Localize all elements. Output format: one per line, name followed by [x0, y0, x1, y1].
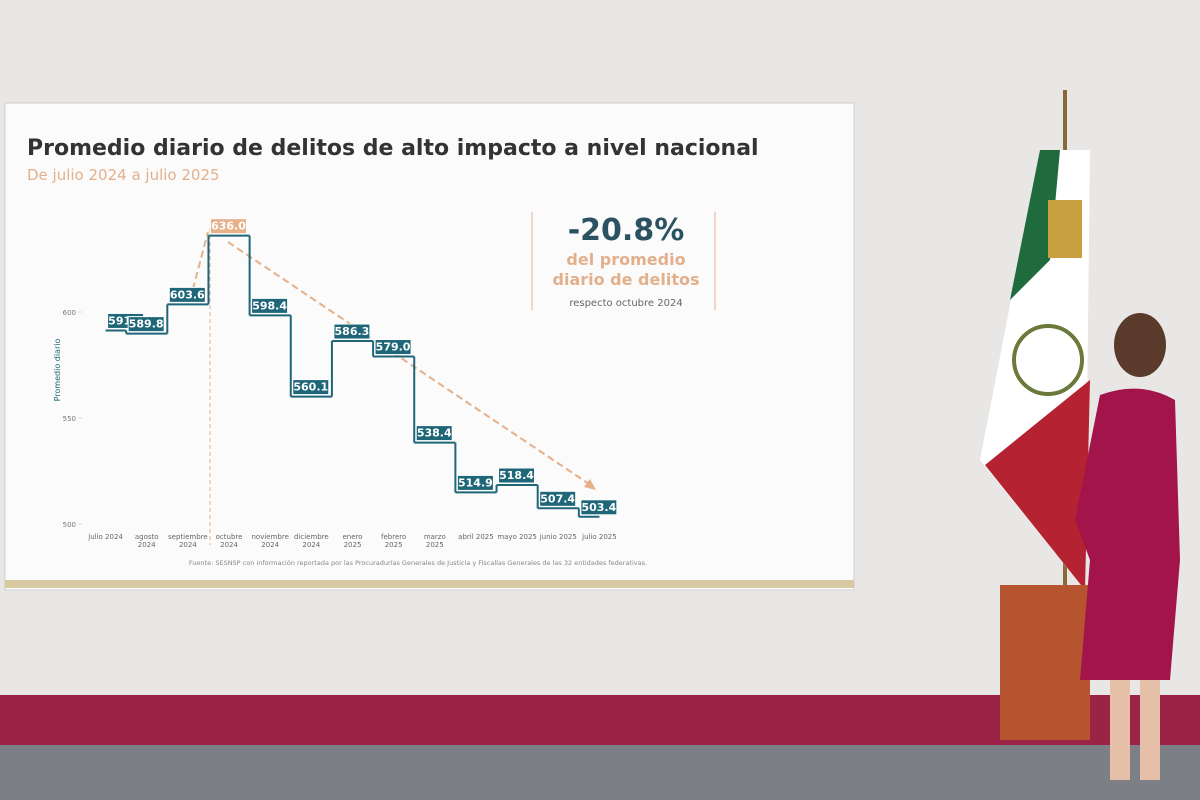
value-label: 636.0	[211, 220, 246, 233]
screen	[4, 102, 855, 591]
arrow-head	[584, 479, 596, 490]
x-tick-label: octubre 2024	[215, 533, 243, 549]
value-label: 603.6	[170, 288, 205, 301]
value-label-box	[539, 490, 577, 507]
x-tick-label: noviembre 2024	[251, 533, 289, 549]
value-label-box	[168, 286, 206, 303]
value-label-box	[498, 467, 536, 484]
value-label: 586.3	[335, 325, 370, 338]
source: Fuente: SESNSP con información reportada…	[189, 559, 647, 567]
chart-subtitle: De julio 2024 a julio 2025	[27, 166, 220, 184]
x-tick-label: diciembre 2024	[293, 533, 329, 549]
value-label: 538.4	[417, 427, 452, 440]
value-label: 560.1	[293, 381, 328, 394]
trend-arrow	[227, 241, 593, 487]
annotation-box: del promedio diario de delitos	[552, 250, 700, 289]
value-label-box	[456, 474, 494, 491]
annotation-note: respecto octubre 2024	[569, 298, 682, 309]
x-tick-label: septiembre 2024	[168, 533, 208, 549]
value-label-box	[292, 379, 330, 396]
value-label-box	[415, 425, 453, 442]
y-tick-label: 550	[63, 415, 76, 423]
flag-red	[985, 380, 1090, 590]
value-label: 589.8	[129, 318, 164, 331]
value-label: 503.4	[581, 501, 616, 514]
x-tick-label: mayo 2025	[497, 533, 537, 541]
y-tick-label: 500	[63, 521, 76, 529]
flag-emblem	[1012, 324, 1084, 396]
value-label: 507.4	[540, 492, 575, 505]
value-label-box	[374, 339, 412, 356]
value-label: 579.0	[376, 341, 411, 354]
flag-tassel	[1048, 200, 1082, 258]
y-axis-label: Promedio diario	[53, 339, 62, 402]
value-label-box	[209, 218, 247, 235]
x-tick-label: julio 2025	[582, 533, 617, 541]
value-label-box	[251, 297, 289, 314]
value-label: 518.4	[499, 469, 534, 482]
x-tick-label: enero 2025	[342, 533, 363, 549]
flag-stand	[1000, 585, 1090, 740]
value-label-box	[580, 499, 618, 516]
person-body	[1075, 388, 1180, 680]
chart-title: Promedio diario de delitos de alto impac…	[27, 136, 759, 161]
x-tick-label: julio 2024	[88, 533, 123, 541]
screen-footer	[5, 580, 854, 588]
person-head	[1114, 313, 1166, 377]
value-label: 514.9	[458, 476, 493, 489]
x-tick-label: agosto 2024	[134, 533, 159, 549]
y-tick-label: 600	[63, 309, 76, 317]
x-tick-label: abril 2025	[458, 533, 494, 541]
flag-green	[1010, 150, 1060, 300]
floor	[0, 745, 1200, 800]
value-label-box	[333, 323, 371, 340]
x-tick-label: marzo 2025	[423, 533, 446, 549]
person-leg	[1140, 680, 1160, 780]
x-tick-label: febrero 2025	[381, 533, 407, 549]
annotation-value: -20.8%	[568, 213, 685, 248]
person-leg	[1110, 680, 1130, 780]
value-label-box	[127, 316, 165, 333]
value-label: 598.4	[252, 299, 287, 312]
annotation-text: del promedio diario de delitos	[552, 250, 700, 289]
x-tick-label: junio 2025	[539, 533, 577, 541]
